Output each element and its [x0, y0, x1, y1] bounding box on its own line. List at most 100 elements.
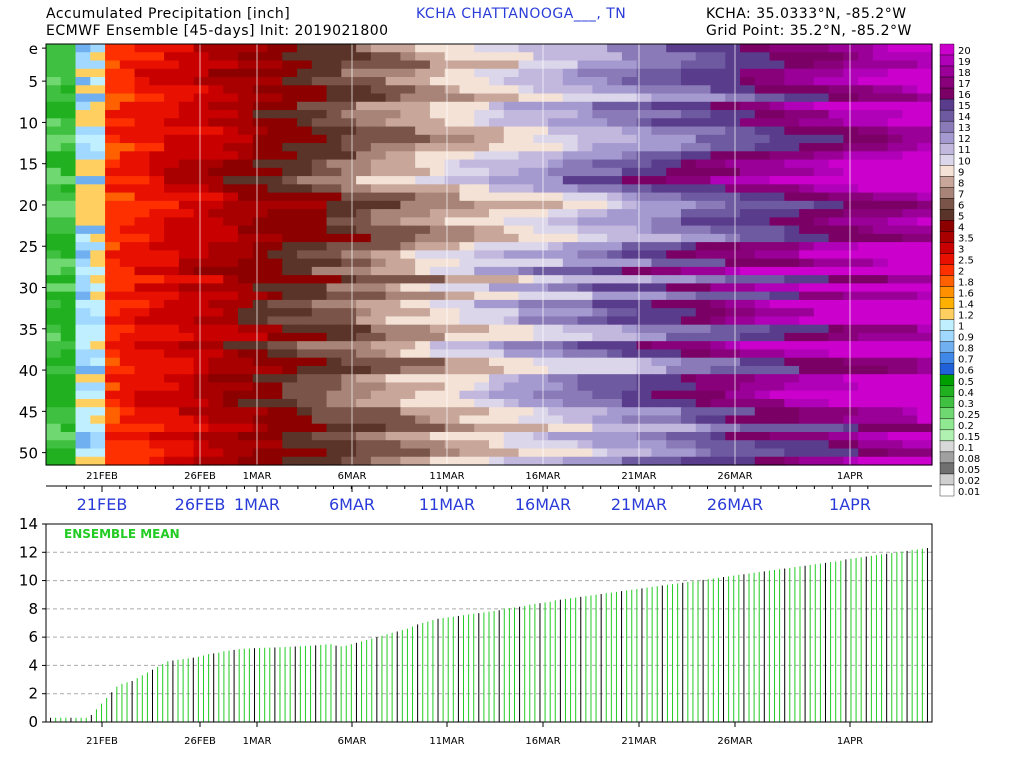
heatmap-cell	[223, 159, 239, 169]
heatmap-cell	[710, 101, 726, 111]
heatmap-cell	[843, 159, 859, 169]
heatmap-cell	[400, 44, 416, 53]
heatmap-cell	[326, 93, 342, 103]
heatmap-cell	[858, 93, 874, 103]
heatmap-cell	[489, 365, 505, 375]
heatmap-cell	[533, 431, 549, 441]
heatmap-cell	[444, 341, 461, 351]
heatmap-cell	[784, 291, 800, 301]
heatmap-cell	[489, 209, 505, 218]
heatmap-cell	[533, 242, 549, 251]
heatmap-cell	[474, 250, 490, 260]
heatmap-cell	[385, 374, 401, 384]
heatmap-cell	[134, 299, 150, 309]
heatmap-cell	[651, 192, 667, 202]
heatmap-cell	[178, 225, 195, 235]
heatmap-cell	[385, 242, 401, 251]
heatmap-cell	[725, 283, 741, 293]
heatmap-cell	[105, 118, 121, 128]
heatmap-cell	[326, 143, 342, 152]
heatmap-cell	[400, 291, 416, 301]
heatmap-cell	[843, 357, 859, 367]
heatmap-cell	[740, 52, 756, 62]
heatmap-cell	[828, 423, 844, 433]
heatmap-cell	[636, 341, 653, 351]
heatmap-cell	[813, 440, 830, 450]
heatmap-cell	[90, 283, 106, 293]
heatmap-cell	[651, 159, 667, 169]
colorbar-label: 1.2	[958, 311, 974, 322]
heatmap-cell	[621, 101, 638, 111]
heatmap-cell	[75, 456, 91, 466]
heatmap-cell	[119, 110, 136, 119]
heatmap-cell	[592, 143, 608, 152]
heatmap-cell	[636, 110, 653, 119]
heatmap-cell	[666, 151, 682, 161]
heatmap-cell	[533, 85, 549, 95]
heatmap-cell	[725, 390, 741, 400]
heatmap-cell	[651, 266, 667, 276]
heatmap-cell	[754, 415, 771, 425]
heatmap-cell	[607, 324, 623, 334]
heatmap-cell	[297, 308, 313, 318]
heatmap-cell	[548, 258, 564, 268]
heatmap-cell	[341, 110, 357, 119]
heatmap-cell	[385, 341, 401, 351]
heatmap-cell	[400, 258, 416, 268]
heatmap-cell	[429, 68, 446, 78]
heatmap-cell	[695, 77, 712, 86]
heatmap-cell	[828, 382, 844, 392]
heatmap-cell	[710, 167, 726, 177]
heatmap-cell	[459, 217, 475, 227]
heatmap-cell	[843, 134, 859, 144]
heatmap-cell	[164, 134, 180, 144]
heatmap-cell	[651, 390, 667, 400]
heatmap-cell	[725, 209, 741, 218]
heatmap-cell	[489, 324, 505, 334]
heatmap-cell	[444, 126, 461, 136]
heatmap-cell	[651, 225, 667, 235]
heatmap-cell	[902, 266, 918, 276]
heatmap-cell	[666, 332, 682, 342]
heatmap-cell	[75, 225, 91, 235]
heatmap-cell	[223, 126, 239, 136]
heatmap-cell	[872, 217, 889, 227]
heatmap-cell	[444, 258, 461, 268]
heatmap-cell	[237, 118, 254, 128]
heatmap-cell	[326, 332, 342, 342]
heatmap-cell	[577, 110, 593, 119]
heatmap-cell	[149, 200, 165, 210]
heatmap-cell	[341, 77, 357, 86]
heatmap-cell	[533, 374, 549, 384]
heatmap-cell	[518, 60, 534, 70]
colorbar-swatch	[939, 143, 955, 155]
heatmap-cell	[695, 374, 712, 384]
heatmap-cell	[489, 60, 505, 70]
heatmap-cell	[754, 423, 771, 433]
heatmap-cell	[828, 456, 844, 466]
heatmap-cell	[356, 357, 372, 367]
heatmap-y-label: 50	[19, 445, 38, 463]
heatmap-cell	[858, 431, 874, 441]
heatmap-cell	[607, 176, 623, 185]
heatmap-cell	[326, 407, 342, 417]
heatmap-cell	[267, 159, 283, 169]
heatmap-cell	[489, 143, 505, 152]
heatmap-cell	[710, 390, 726, 400]
heatmap-cell	[784, 316, 800, 326]
heatmap-cell	[887, 68, 904, 78]
heatmap-cell	[208, 159, 224, 169]
heatmap-cell	[917, 349, 933, 359]
heatmap-cell	[636, 159, 653, 169]
heatmap-cell	[415, 423, 431, 433]
heatmap-cell	[828, 209, 844, 218]
heatmap-cell	[297, 456, 313, 466]
heatmap-cell	[813, 382, 830, 392]
heatmap-cell	[887, 217, 904, 227]
heatmap-cell	[621, 134, 638, 144]
heatmap-cell	[725, 159, 741, 169]
heatmap-cell	[341, 225, 357, 235]
heatmap-cell	[651, 415, 667, 425]
heatmap-cell	[503, 448, 520, 458]
heatmap-cell	[518, 324, 534, 334]
